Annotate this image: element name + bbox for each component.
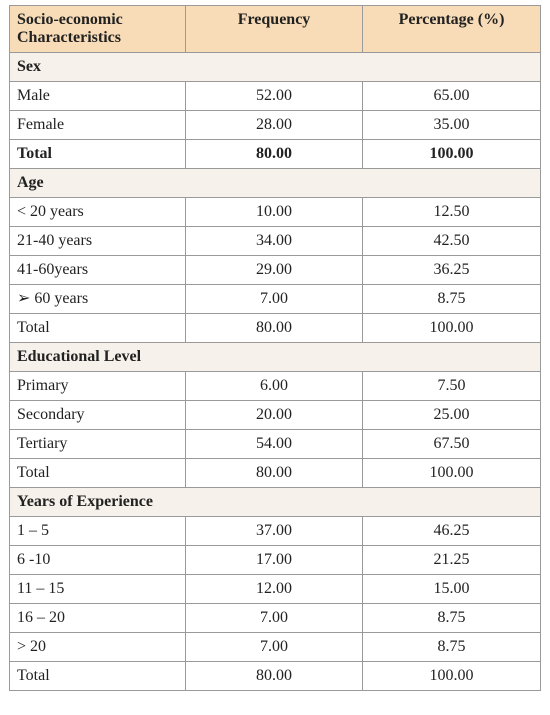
row-percentage: 7.50 xyxy=(362,371,541,401)
socio-economic-table: Socio-economic Characteristics Frequency… xyxy=(9,5,541,691)
row-label: Total xyxy=(9,313,186,343)
section-title: Sex xyxy=(9,52,541,82)
row-frequency: 7.00 xyxy=(185,632,363,662)
table-row: Primary 6.00 7.50 xyxy=(9,371,541,401)
table-header: Socio-economic Characteristics Frequency… xyxy=(9,5,541,53)
row-label: 21-40 years xyxy=(9,226,186,256)
table-row: 11 – 15 12.00 15.00 xyxy=(9,574,541,604)
row-frequency: 80.00 xyxy=(185,139,363,169)
row-label: Tertiary xyxy=(9,429,186,459)
row-percentage: 100.00 xyxy=(362,661,541,691)
section-title: Years of Experience xyxy=(9,487,541,517)
row-label: Total xyxy=(9,661,186,691)
row-label: Total xyxy=(9,139,186,169)
row-frequency: 52.00 xyxy=(185,81,363,111)
section-row-sex: Sex xyxy=(9,52,541,82)
table-row: 21-40 years 34.00 42.50 xyxy=(9,226,541,256)
table-row: ➢ 60 years 7.00 8.75 xyxy=(9,284,541,314)
row-percentage: 8.75 xyxy=(362,284,541,314)
header-row: Socio-economic Characteristics Frequency… xyxy=(9,5,541,53)
row-frequency: 54.00 xyxy=(185,429,363,459)
table-row: Tertiary 54.00 67.50 xyxy=(9,429,541,459)
row-label: ➢ 60 years xyxy=(9,284,186,314)
total-row: Total 80.00 100.00 xyxy=(9,139,541,169)
row-percentage: 8.75 xyxy=(362,603,541,633)
table-row: Secondary 20.00 25.00 xyxy=(9,400,541,430)
row-frequency: 6.00 xyxy=(185,371,363,401)
row-percentage: 46.25 xyxy=(362,516,541,546)
row-frequency: 7.00 xyxy=(185,603,363,633)
row-frequency: 34.00 xyxy=(185,226,363,256)
row-percentage: 36.25 xyxy=(362,255,541,285)
row-frequency: 80.00 xyxy=(185,458,363,488)
row-label: 11 – 15 xyxy=(9,574,186,604)
total-row: Total 80.00 100.00 xyxy=(9,313,541,343)
row-percentage: 100.00 xyxy=(362,139,541,169)
table-row: 1 – 5 37.00 46.25 xyxy=(9,516,541,546)
row-percentage: 100.00 xyxy=(362,313,541,343)
row-percentage: 65.00 xyxy=(362,81,541,111)
section-row-age: Age xyxy=(9,168,541,198)
table-row: 41-60years 29.00 36.25 xyxy=(9,255,541,285)
row-label: < 20 years xyxy=(9,197,186,227)
row-percentage: 42.50 xyxy=(362,226,541,256)
table-row: Female 28.00 35.00 xyxy=(9,110,541,140)
row-percentage: 25.00 xyxy=(362,400,541,430)
socio-economic-table-container: Socio-economic Characteristics Frequency… xyxy=(9,5,541,691)
row-percentage: 35.00 xyxy=(362,110,541,140)
row-frequency: 29.00 xyxy=(185,255,363,285)
row-percentage: 8.75 xyxy=(362,632,541,662)
row-frequency: 20.00 xyxy=(185,400,363,430)
row-percentage: 100.00 xyxy=(362,458,541,488)
row-label: Total xyxy=(9,458,186,488)
section-title: Educational Level xyxy=(9,342,541,372)
row-label: 6 -10 xyxy=(9,545,186,575)
table-row: 6 -10 17.00 21.25 xyxy=(9,545,541,575)
row-label: 1 – 5 xyxy=(9,516,186,546)
table-row: > 20 7.00 8.75 xyxy=(9,632,541,662)
table-row: Male 52.00 65.00 xyxy=(9,81,541,111)
section-row-educational-level: Educational Level xyxy=(9,342,541,372)
row-label: Secondary xyxy=(9,400,186,430)
row-label: Primary xyxy=(9,371,186,401)
row-frequency: 28.00 xyxy=(185,110,363,140)
row-frequency: 80.00 xyxy=(185,661,363,691)
row-percentage: 21.25 xyxy=(362,545,541,575)
table-row: < 20 years 10.00 12.50 xyxy=(9,197,541,227)
total-row: Total 80.00 100.00 xyxy=(9,458,541,488)
header-characteristics: Socio-economic Characteristics xyxy=(9,5,186,53)
row-label: 41-60years xyxy=(9,255,186,285)
header-frequency: Frequency xyxy=(185,5,363,53)
row-frequency: 17.00 xyxy=(185,545,363,575)
row-frequency: 10.00 xyxy=(185,197,363,227)
row-frequency: 7.00 xyxy=(185,284,363,314)
row-frequency: 37.00 xyxy=(185,516,363,546)
row-label: Male xyxy=(9,81,186,111)
table-row: 16 – 20 7.00 8.75 xyxy=(9,603,541,633)
total-row: Total 80.00 100.00 xyxy=(9,661,541,691)
row-label: > 20 xyxy=(9,632,186,662)
section-row-years-of-experience: Years of Experience xyxy=(9,487,541,517)
row-percentage: 12.50 xyxy=(362,197,541,227)
row-label: 16 – 20 xyxy=(9,603,186,633)
row-percentage: 67.50 xyxy=(362,429,541,459)
row-label: Female xyxy=(9,110,186,140)
row-frequency: 12.00 xyxy=(185,574,363,604)
row-percentage: 15.00 xyxy=(362,574,541,604)
row-frequency: 80.00 xyxy=(185,313,363,343)
header-percentage: Percentage (%) xyxy=(362,5,541,53)
section-title: Age xyxy=(9,168,541,198)
